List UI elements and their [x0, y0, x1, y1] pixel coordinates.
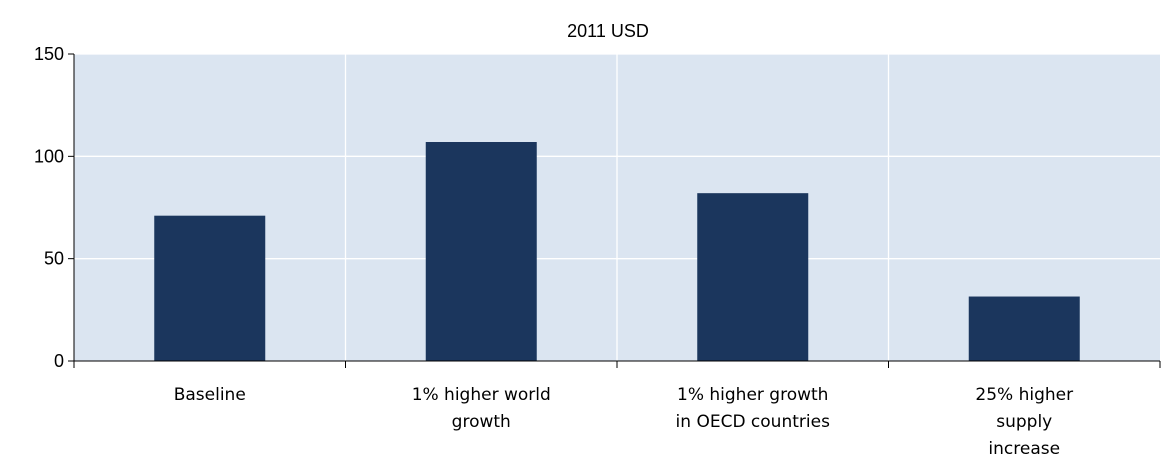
y-tick-label: 0	[54, 351, 64, 371]
plot-area: 0 50 100 150 Baseline 1% higher world growth 1%…	[34, 44, 1161, 459]
x-tick-label: supply	[996, 412, 1052, 432]
x-tick-label: in OECD countries	[676, 412, 831, 432]
x-tick-label: growth	[452, 412, 511, 432]
chart-unit-label: 2011 USD	[567, 21, 649, 41]
x-tick-label: Baseline	[174, 385, 246, 405]
x-tick-label: 25% higher	[975, 385, 1073, 405]
x-tick-label: 1% higher world	[412, 385, 551, 405]
bar	[697, 193, 809, 361]
x-tick-label: 1% higher growth	[677, 385, 828, 405]
x-tick-label: increase	[988, 439, 1060, 459]
y-tick-label: 50	[44, 249, 64, 269]
bar	[968, 296, 1080, 361]
y-tick-label: 150	[34, 44, 64, 64]
bar	[154, 215, 266, 361]
bar	[425, 142, 537, 361]
y-tick-label: 100	[34, 146, 64, 166]
